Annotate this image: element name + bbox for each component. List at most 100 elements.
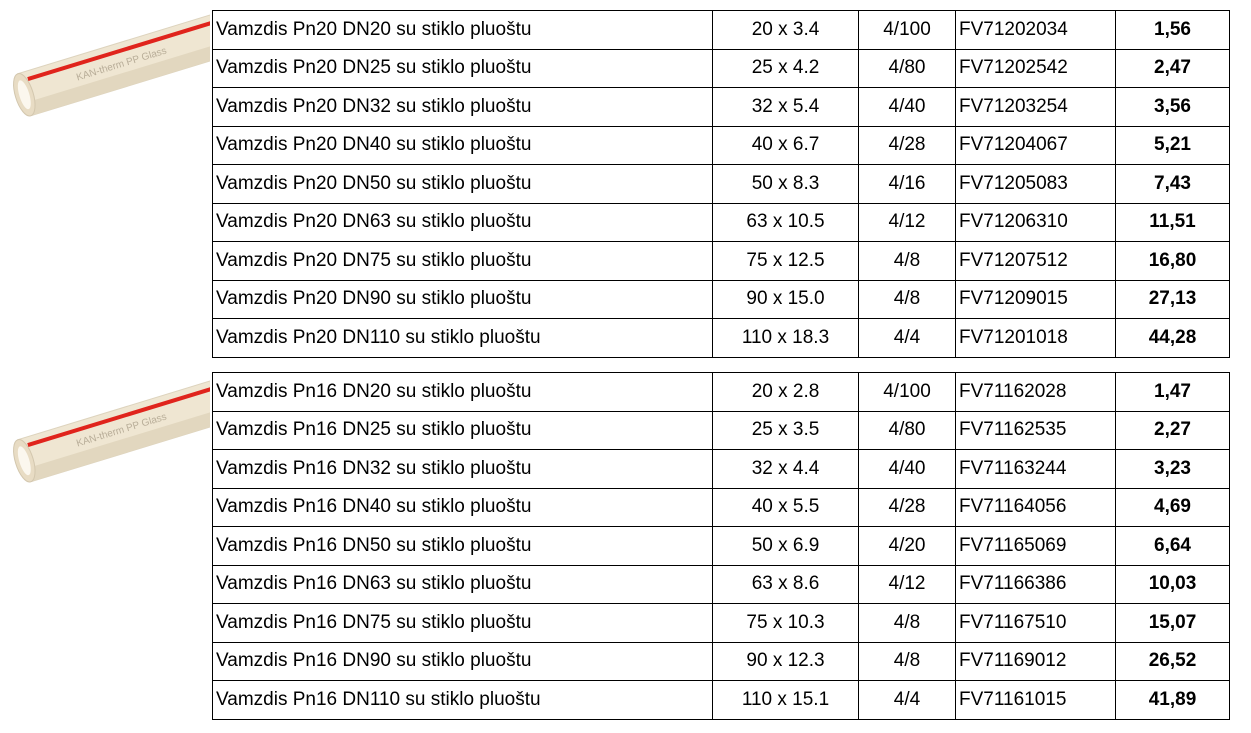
table-cell: Vamzdis Pn16 DN25 su stiklo pluoštu [213, 411, 713, 450]
table-cell: Vamzdis Pn16 DN40 su stiklo pluoštu [213, 488, 713, 527]
table-cell: 2,47 [1116, 49, 1230, 88]
table-cell: 44,28 [1116, 319, 1230, 358]
table-cell: FV71207512 [956, 242, 1116, 281]
table-cell: 7,43 [1116, 165, 1230, 204]
table-cell: FV71205083 [956, 165, 1116, 204]
table-cell: 4/8 [859, 280, 956, 319]
table-cell: FV71167510 [956, 604, 1116, 643]
table-cell: 25 x 4.2 [713, 49, 859, 88]
table-cell: 4/8 [859, 642, 956, 681]
table-cell: 20 x 3.4 [713, 11, 859, 50]
table-cell: FV71169012 [956, 642, 1116, 681]
table-cell: 90 x 15.0 [713, 280, 859, 319]
table-cell: FV71165069 [956, 527, 1116, 566]
table-cell: 32 x 5.4 [713, 88, 859, 127]
table-cell: FV71202034 [956, 11, 1116, 50]
pipe-image: KAN-therm PP Glass [0, 374, 210, 494]
table-cell: Vamzdis Pn16 DN50 su stiklo pluoštu [213, 527, 713, 566]
table-cell: 15,07 [1116, 604, 1230, 643]
pipe: KAN-therm PP Glass [9, 374, 210, 484]
table-cell: Vamzdis Pn20 DN32 su stiklo pluoštu [213, 88, 713, 127]
table-cell: 25 x 3.5 [713, 411, 859, 450]
table-cell: 75 x 12.5 [713, 242, 859, 281]
table-cell: 4/20 [859, 527, 956, 566]
table-cell: 50 x 6.9 [713, 527, 859, 566]
table-cell: 40 x 5.5 [713, 488, 859, 527]
table-cell: 10,03 [1116, 565, 1230, 604]
table-cell: Vamzdis Pn20 DN50 su stiklo pluoštu [213, 165, 713, 204]
pipe-image: KAN-therm PP Glass [0, 8, 210, 128]
table-cell: Vamzdis Pn16 DN32 su stiklo pluoštu [213, 450, 713, 489]
table-row: Vamzdis Pn20 DN110 su stiklo pluoštu110 … [213, 319, 1230, 358]
table-cell: 63 x 8.6 [713, 565, 859, 604]
table-cell: 1,56 [1116, 11, 1230, 50]
table-row: Vamzdis Pn20 DN63 su stiklo pluoštu63 x … [213, 203, 1230, 242]
table-cell: FV71204067 [956, 126, 1116, 165]
table-cell: 26,52 [1116, 642, 1230, 681]
table-cell: 5,21 [1116, 126, 1230, 165]
table-cell: 16,80 [1116, 242, 1230, 281]
table-cell: 110 x 18.3 [713, 319, 859, 358]
page: KAN-therm PP GlassVamzdis Pn20 DN20 su s… [0, 0, 1251, 733]
table-cell: 4/40 [859, 88, 956, 127]
table-cell: Vamzdis Pn16 DN110 su stiklo pluoštu [213, 681, 713, 720]
table-row: Vamzdis Pn16 DN75 su stiklo pluoštu75 x … [213, 604, 1230, 643]
table-cell: Vamzdis Pn20 DN63 su stiklo pluoštu [213, 203, 713, 242]
table-cell: 4/80 [859, 411, 956, 450]
table-cell: 4/80 [859, 49, 956, 88]
table-cell: FV71164056 [956, 488, 1116, 527]
table-cell: 3,23 [1116, 450, 1230, 489]
table-cell: 3,56 [1116, 88, 1230, 127]
table-cell: 2,27 [1116, 411, 1230, 450]
pipe: KAN-therm PP Glass [9, 8, 210, 118]
table-cell: 4/40 [859, 450, 956, 489]
table-cell: Vamzdis Pn16 DN63 su stiklo pluoštu [213, 565, 713, 604]
table-cell: 4,69 [1116, 488, 1230, 527]
table-cell: 4/4 [859, 681, 956, 720]
table-cell: 4/8 [859, 242, 956, 281]
table-cell: 6,64 [1116, 527, 1230, 566]
table-cell: FV71161015 [956, 681, 1116, 720]
table-cell: 4/28 [859, 126, 956, 165]
table-cell: Vamzdis Pn20 DN25 su stiklo pluoštu [213, 49, 713, 88]
table-row: Vamzdis Pn20 DN50 su stiklo pluoštu50 x … [213, 165, 1230, 204]
table-cell: FV71209015 [956, 280, 1116, 319]
table-cell: 4/28 [859, 488, 956, 527]
table-cell: 20 x 2.8 [713, 373, 859, 412]
table-cell: 27,13 [1116, 280, 1230, 319]
table-cell: 4/12 [859, 565, 956, 604]
table-cell: Vamzdis Pn20 DN75 su stiklo pluoštu [213, 242, 713, 281]
table-cell: 4/100 [859, 11, 956, 50]
table-cell: Vamzdis Pn16 DN75 su stiklo pluoštu [213, 604, 713, 643]
table-cell: FV71166386 [956, 565, 1116, 604]
table-body: Vamzdis Pn16 DN20 su stiklo pluoštu20 x … [213, 373, 1230, 720]
table-cell: 110 x 15.1 [713, 681, 859, 720]
table-cell: Vamzdis Pn20 DN90 su stiklo pluoštu [213, 280, 713, 319]
table-cell: FV71162028 [956, 373, 1116, 412]
table-cell: Vamzdis Pn20 DN40 su stiklo pluoštu [213, 126, 713, 165]
table-cell: Vamzdis Pn16 DN90 su stiklo pluoštu [213, 642, 713, 681]
table-cell: FV71163244 [956, 450, 1116, 489]
table-cell: FV71206310 [956, 203, 1116, 242]
table-cell: 41,89 [1116, 681, 1230, 720]
table-cell: FV71201018 [956, 319, 1116, 358]
table-cell: 75 x 10.3 [713, 604, 859, 643]
table-cell: Vamzdis Pn20 DN20 su stiklo pluoštu [213, 11, 713, 50]
table-cell: 11,51 [1116, 203, 1230, 242]
table-cell: 40 x 6.7 [713, 126, 859, 165]
table-cell: Vamzdis Pn20 DN110 su stiklo pluoštu [213, 319, 713, 358]
table-cell: FV71202542 [956, 49, 1116, 88]
